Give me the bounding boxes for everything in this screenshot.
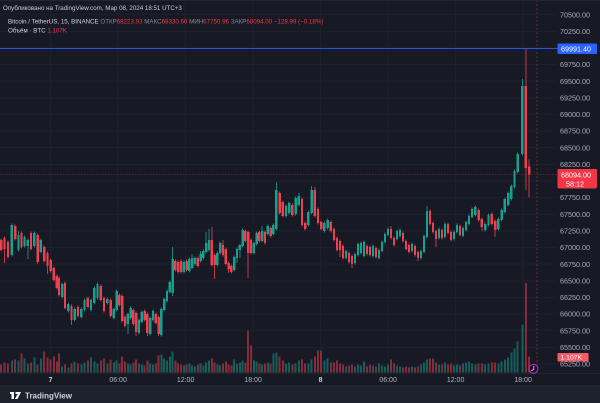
svg-text:18:00: 18:00 xyxy=(514,377,532,384)
svg-text:12:00: 12:00 xyxy=(447,377,465,384)
svg-text:65750.00: 65750.00 xyxy=(560,326,590,335)
svg-text:67750.00: 67750.00 xyxy=(560,193,590,202)
svg-text:69750.00: 69750.00 xyxy=(560,60,590,69)
svg-text:66250.00: 66250.00 xyxy=(560,293,590,302)
svg-text:67000.00: 67000.00 xyxy=(560,243,590,252)
svg-text:67500.00: 67500.00 xyxy=(560,210,590,219)
svg-text:67250.00: 67250.00 xyxy=(560,227,590,236)
svg-text:69000.00: 69000.00 xyxy=(560,110,590,119)
svg-text:68750.00: 68750.00 xyxy=(560,127,590,136)
svg-text:Bitcoin / TetherUS, 15, BINANC: Bitcoin / TetherUS, 15, BINANCE ОТКР6822… xyxy=(8,19,323,26)
svg-text:58:12: 58:12 xyxy=(566,179,584,188)
svg-text:18:00: 18:00 xyxy=(244,377,262,384)
svg-text:66750.00: 66750.00 xyxy=(560,260,590,269)
svg-text:66500.00: 66500.00 xyxy=(560,276,590,285)
svg-text:Опубликовано на TradingView.co: Опубликовано на TradingView.com, Мар 08,… xyxy=(3,5,182,12)
svg-text:TradingView: TradingView xyxy=(25,392,73,401)
svg-text:70250.00: 70250.00 xyxy=(560,27,590,36)
svg-text:06:00: 06:00 xyxy=(109,377,127,384)
svg-text:68094.00: 68094.00 xyxy=(561,170,591,179)
svg-text:69250.00: 69250.00 xyxy=(560,93,590,102)
svg-text:7: 7 xyxy=(49,377,53,384)
svg-text:65250.00: 65250.00 xyxy=(560,360,590,369)
svg-text:8: 8 xyxy=(319,377,323,384)
svg-text:12:00: 12:00 xyxy=(177,377,195,384)
svg-text:1.107K: 1.107K xyxy=(561,355,583,362)
svg-text:65500.00: 65500.00 xyxy=(560,343,590,352)
svg-text:70500.00: 70500.00 xyxy=(560,10,590,19)
svg-text:06:00: 06:00 xyxy=(379,377,397,384)
svg-text:68500.00: 68500.00 xyxy=(560,143,590,152)
svg-text:69500.00: 69500.00 xyxy=(560,77,590,86)
svg-text:68250.00: 68250.00 xyxy=(560,160,590,169)
svg-text:66000.00: 66000.00 xyxy=(560,310,590,319)
svg-text:69991.40: 69991.40 xyxy=(561,45,591,54)
svg-text:Объём · BTC 1.107K: Объём · BTC 1.107K xyxy=(8,28,68,35)
